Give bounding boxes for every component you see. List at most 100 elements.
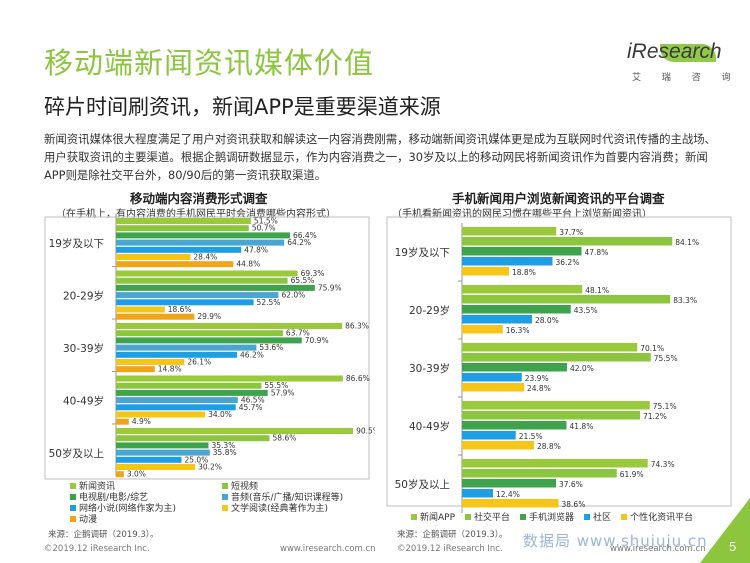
left-chart-bar <box>116 471 124 478</box>
right-chart-category-label: 20-29岁 <box>409 304 450 317</box>
watermark: 数据局 www.shujuju.cn <box>523 532 708 550</box>
right-chart-legend-swatch <box>465 514 472 520</box>
right-chart-bar <box>462 285 583 294</box>
left-chart-value-label: 35.8% <box>213 448 237 457</box>
left-chart-category-label: 40-49岁 <box>63 395 104 408</box>
footer-url-right[interactable]: www.iresearch.com.cn <box>610 544 706 554</box>
left-chart-bar <box>116 456 182 463</box>
right-chart-category-label: 50岁及以上 <box>395 478 450 491</box>
right-chart-bar <box>462 499 559 508</box>
left-chart-value-label: 90.5% <box>356 427 375 436</box>
left-chart-bar <box>116 375 343 382</box>
left-chart-bar <box>116 218 251 224</box>
left-chart-legend-label: 文学阅读(经典著作为主) <box>231 502 328 514</box>
right-chart-bar <box>462 325 503 334</box>
left-chart-bar <box>116 411 206 418</box>
left-chart-bar <box>116 225 249 232</box>
right-chart-value-label: 71.2% <box>643 412 667 421</box>
left-chart-legend-swatch <box>222 483 228 489</box>
left-source: 来源：企鹅调研（2019.3）。 <box>48 530 159 540</box>
left-chart-bar <box>116 344 257 351</box>
left-chart-bar <box>116 435 270 442</box>
left-chart-value-label: 52.5% <box>257 298 281 307</box>
left-chart-bar <box>116 359 185 365</box>
right-chart-value-label: 23.9% <box>525 374 549 383</box>
left-chart-title: 移动端内容消费形式调查 <box>130 191 268 206</box>
left-chart-subtitle: （在手机上，有内容消费的手机网民平时会消费哪些内容形式） <box>56 209 336 220</box>
left-chart-legend-swatch <box>70 483 76 489</box>
logo-subtitle: 艾 瑞 咨 询 <box>632 73 740 83</box>
left-chart-bar <box>116 330 283 337</box>
right-chart-bar <box>462 315 532 324</box>
right-chart-legend-swatch <box>584 514 591 520</box>
page-title: 移动端新闻资讯媒体价值 <box>44 46 375 80</box>
right-chart-title: 手机新闻用户浏览新闻资讯的平台调查 <box>452 191 665 206</box>
left-chart-legend-label: 新闻资讯 <box>79 480 115 492</box>
page-number: 5 <box>729 539 737 554</box>
left-chart-value-label: 51.5% <box>254 217 278 226</box>
left-chart-category-label: 50岁及以上 <box>49 447 104 460</box>
left-chart-value-label: 44.8% <box>236 260 260 269</box>
right-chart-value-label: 75.5% <box>654 354 678 363</box>
right-chart-value-label: 48.1% <box>585 286 609 295</box>
left-chart-value-label: 46.5% <box>241 396 265 405</box>
left-chart-legend-swatch <box>70 494 76 500</box>
left-chart-bar <box>116 239 285 246</box>
right-chart-bar <box>462 267 509 276</box>
left-chart-value-label: 75.9% <box>318 283 342 292</box>
left-chart-bar <box>116 306 165 313</box>
left-chart-value-label: 45.7% <box>239 403 263 412</box>
right-chart-bar <box>462 227 557 236</box>
left-chart-bar <box>116 428 354 434</box>
left-chart-value-label: 86.3% <box>345 322 369 331</box>
left-chart-bar <box>116 397 238 404</box>
right-chart-value-label: 84.1% <box>675 238 699 247</box>
right-chart-bar <box>462 421 567 430</box>
right-chart-value-label: 28.0% <box>535 316 559 325</box>
left-chart-bar <box>116 449 210 456</box>
right-chart-category-label: 19岁及以下 <box>395 246 450 259</box>
left-chart-bar <box>116 442 209 449</box>
right-chart-bar <box>462 489 493 498</box>
right-chart-category-label: 30-39岁 <box>409 362 450 375</box>
left-chart-value-label: 58.6% <box>273 434 297 443</box>
left-chart-value-label: 62.0% <box>281 291 305 300</box>
right-chart-legend-swatch <box>621 514 628 520</box>
left-chart-legend-label: 网络小说(网络作家为主) <box>79 502 176 514</box>
footer-url-left[interactable]: www.iresearch.com.cn <box>280 544 376 554</box>
left-chart-bar <box>116 232 290 239</box>
left-chart-legend-swatch <box>70 516 76 522</box>
left-chart-bar <box>116 270 298 277</box>
footer-copyright-left: ©2019.12 iResearch Inc. <box>44 544 150 554</box>
right-chart-bar <box>462 431 516 440</box>
left-chart-bar <box>116 277 288 284</box>
right-chart-value-label: 41.8% <box>570 422 594 431</box>
left-chart-bar <box>116 389 268 396</box>
left-chart-legend-label: 短视频 <box>231 480 258 492</box>
right-chart-bar <box>462 411 640 420</box>
left-chart-bar <box>116 337 302 344</box>
left-chart-bar <box>116 418 129 425</box>
right-chart-legend-swatch <box>520 514 527 520</box>
right-chart-bar <box>462 257 553 266</box>
right-chart-value-label: 38.6% <box>562 500 586 509</box>
left-chart-value-label: 28.4% <box>193 253 217 262</box>
left-chart-legend-label: 音频(音乐/广播/知识课程等) <box>231 491 343 503</box>
logo: iResearch <box>627 40 722 63</box>
left-chart-legend-label: 动漫 <box>79 513 97 525</box>
left-chart-legend-swatch <box>222 494 228 500</box>
left-chart-value-label: 26.1% <box>187 358 211 367</box>
right-chart-value-label: 47.8% <box>585 248 609 257</box>
right-chart-value-label: 37.7% <box>559 228 583 237</box>
left-chart-bar <box>116 404 236 411</box>
left-chart-value-label: 29.9% <box>197 312 221 321</box>
left-chart-category-label: 20-29岁 <box>63 290 104 303</box>
left-chart-bar <box>116 254 191 260</box>
right-chart-bar <box>462 295 671 304</box>
left-chart-value-label: 55.5% <box>264 381 288 390</box>
left-chart-category-label: 30-39岁 <box>63 342 104 355</box>
right-chart-value-label: 75.1% <box>653 402 677 411</box>
right-chart-legend-label: 新闻APP <box>420 511 456 523</box>
logo-leaf-icon <box>660 44 716 62</box>
left-chart-value-label: 34.0% <box>208 410 232 419</box>
